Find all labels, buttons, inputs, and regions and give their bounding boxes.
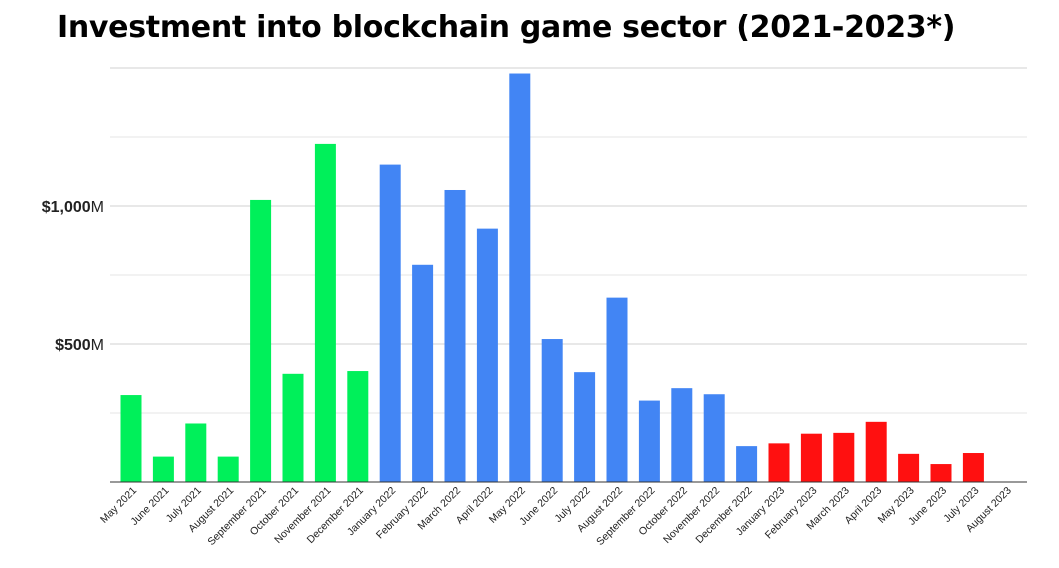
bar xyxy=(509,73,531,483)
bar xyxy=(412,264,434,482)
bar xyxy=(574,372,596,482)
x-tick-label: December 2022 xyxy=(693,485,754,546)
bar xyxy=(768,443,790,482)
chart-title: Investment into blockchain game sector (… xyxy=(57,10,956,45)
bar xyxy=(185,423,207,482)
bar xyxy=(638,400,660,482)
bar xyxy=(379,164,401,482)
bar xyxy=(833,432,855,482)
bar xyxy=(314,143,336,482)
bar xyxy=(736,446,758,482)
y-tick-label: $1,000M xyxy=(42,199,104,216)
bar xyxy=(541,339,563,482)
bar xyxy=(962,453,984,482)
x-tick-label: September 2022 xyxy=(594,485,657,548)
bar xyxy=(347,371,369,482)
bar xyxy=(250,199,272,483)
x-tick-label: September 2021 xyxy=(205,485,268,548)
bar xyxy=(217,456,239,482)
bar xyxy=(865,421,887,482)
bar xyxy=(671,388,693,482)
bar xyxy=(152,456,174,482)
bar xyxy=(800,433,822,482)
x-tick-label: December 2021 xyxy=(305,485,366,546)
bar xyxy=(898,453,920,482)
bar xyxy=(282,373,304,482)
bar xyxy=(606,297,628,482)
bar xyxy=(444,189,466,482)
x-tick-label: November 2021 xyxy=(272,485,333,546)
bar xyxy=(476,228,498,482)
bar xyxy=(930,464,952,482)
x-tick-label: November 2022 xyxy=(661,485,722,546)
bar xyxy=(120,395,142,482)
bar xyxy=(703,394,725,482)
y-tick-label: $500M xyxy=(55,337,104,354)
